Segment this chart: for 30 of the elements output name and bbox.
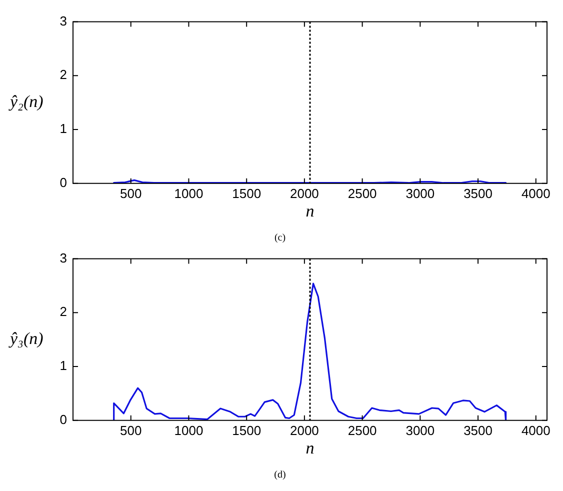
- x-axis-title: n: [306, 201, 314, 220]
- x-tick-label: 1000: [174, 186, 204, 201]
- x-tick-label: 3000: [406, 422, 435, 438]
- x-tick-label: 2000: [290, 186, 319, 201]
- y-tick-label: 2: [60, 304, 67, 320]
- y-tick-label: 0: [60, 412, 67, 427]
- y-tick-label: 1: [60, 358, 67, 374]
- x-tick-label: 3500: [464, 186, 492, 201]
- x-tick-label: 1000: [174, 422, 204, 438]
- text: (d): [274, 470, 286, 481]
- y-tick-label: 2: [60, 67, 67, 82]
- x-tick-label: 1500: [232, 186, 262, 201]
- x-tick-label: 4000: [521, 186, 550, 201]
- x-tick-label: 2500: [348, 186, 377, 201]
- x-tick-label: 500: [120, 422, 142, 438]
- y-axis-title: ŷ₂(n): [8, 92, 44, 112]
- y-tick-label: 0: [60, 174, 67, 190]
- x-axis-title: n: [306, 438, 314, 458]
- x-tick-label: 3000: [406, 186, 435, 201]
- y-tick-label: 1: [60, 121, 67, 136]
- x-tick-label: 2500: [348, 422, 377, 438]
- y-tick-label: 3: [60, 250, 67, 266]
- x-tick-label: 1500: [232, 422, 262, 438]
- x-tick-label: 2000: [290, 422, 319, 438]
- x-tick-label: 3500: [464, 422, 492, 438]
- x-tick-label: 500: [120, 186, 142, 201]
- x-tick-label: 4000: [521, 422, 550, 438]
- y-tick-label: 3: [60, 13, 67, 28]
- text: (c): [274, 232, 286, 244]
- y-axis-title: ŷ₃(n): [8, 329, 44, 348]
